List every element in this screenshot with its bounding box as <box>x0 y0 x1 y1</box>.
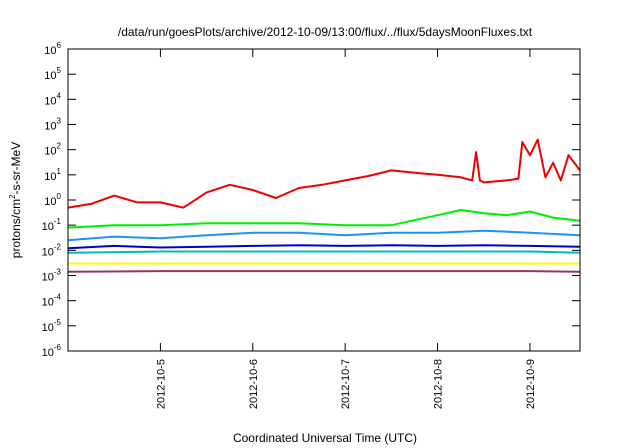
y-tick-label: 10-4 <box>42 293 62 309</box>
y-tick-label: 10-6 <box>42 343 62 359</box>
y-axis-label-pre: protons/cm <box>9 199 23 258</box>
x-tick-label: 2012-10-8 <box>433 359 445 409</box>
x-tick-label: 2012-10-5 <box>155 359 167 409</box>
y-tick-label: 10-3 <box>42 268 62 284</box>
x-axis: 2012-10-5 2012-10-6 2012-10-7 2012-10-8 2012… <box>155 49 537 409</box>
y-tick-label: 100 <box>44 192 61 208</box>
y-tick-label: 105 <box>44 66 61 82</box>
y-tick-label: 10-1 <box>42 217 62 233</box>
y-tick-label: 101 <box>44 167 61 183</box>
y-axis-label-post: -s-sr-MeV <box>9 142 23 195</box>
x-tick-label: 2012-10-6 <box>248 359 260 409</box>
y-tick-label: 102 <box>44 142 61 158</box>
series-line-2 <box>67 209 581 229</box>
x-tick-label: 2012-10-9 <box>525 359 537 409</box>
y-axis-label-sup: 2 <box>8 194 17 199</box>
y-tick-label: 104 <box>44 91 61 107</box>
x-axis-label: Coordinated Universal Time (UTC) <box>233 431 417 445</box>
y-tick-label: 10-2 <box>42 242 62 258</box>
x-tick-label: 2012-10-7 <box>340 359 352 409</box>
y-axis: 10-6 10-5 10-4 10-3 10-2 10-1 100 101 102 103 104 1… <box>42 41 580 359</box>
plot-frame <box>67 48 581 352</box>
series-line-5 <box>67 250 581 254</box>
series-line-1 <box>67 138 581 209</box>
series-line-4 <box>67 244 581 250</box>
y-axis-label: protons/cm2-s-sr-MeV <box>8 142 23 258</box>
series-line-7 <box>67 270 581 273</box>
y-tick-label: 103 <box>44 117 61 133</box>
chart-title: /data/run/goesPlots/archive/2012-10-09/1… <box>118 25 533 39</box>
y-tick-label: 106 <box>44 41 61 57</box>
y-tick-label: 10-5 <box>42 318 62 334</box>
series-line-3 <box>67 229 581 242</box>
series-layer <box>67 138 581 273</box>
